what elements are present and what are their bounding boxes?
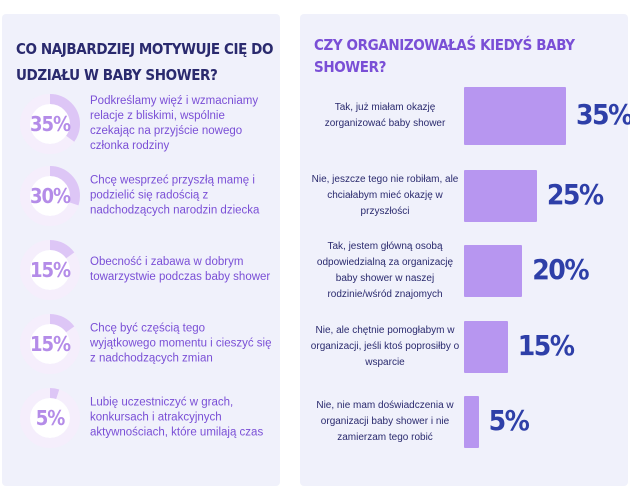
bar-value-label: 15% — [517, 329, 575, 362]
motivation-item: 35% Podkreślamy więź i wzmacniamy relacje… — [20, 94, 280, 154]
donut-percent: 35% — [29, 112, 71, 136]
donut-percent: 15% — [29, 258, 71, 282]
donut-chart — [20, 94, 80, 154]
bar-category-label: Tak, już miałam okazję zorganizować baby… — [324, 102, 446, 129]
donut-arc — [20, 240, 80, 300]
bar-category-label: Nie, ale chętnie pomogłabym w organizacj… — [310, 325, 460, 368]
donut-chart — [20, 314, 80, 374]
motivation-item: 15% Chcę być częścią tego wyjątkowego mom… — [20, 314, 280, 374]
motivation-text: Podkreślamy więź i wzmacniamy relacje z … — [90, 95, 259, 152]
bar-value-label: 5% — [488, 404, 530, 437]
bar — [464, 87, 566, 145]
donut-chart — [20, 240, 80, 300]
donut-chart — [20, 388, 80, 448]
donut-chart — [20, 166, 80, 226]
donut-percent: 15% — [29, 332, 71, 356]
donut-percent: 30% — [29, 184, 71, 208]
donut-center — [30, 250, 70, 290]
motivation-item: 30% Chcę wesprzeć przyszłą mamę i podziel… — [20, 166, 280, 226]
donut-center — [30, 398, 70, 438]
motivation-text: Obecność i zabawa w dobrym towarzystwie … — [90, 256, 271, 283]
bar-value-label: 35% — [576, 98, 630, 131]
motivation-panel: CO NAJBARDZIEJ MOTYWUJE CIĘ DO UDZIAŁU W… — [2, 14, 280, 486]
bar-value-label: 20% — [532, 253, 589, 286]
donut-percent: 5% — [35, 406, 66, 430]
organized-panel: CZY ORGANIZOWAŁAŚ KIEDYŚ BABY SHOWER? Ta… — [300, 14, 630, 486]
donut-arc — [20, 166, 80, 226]
motivation-title: CO NAJBARDZIEJ MOTYWUJE CIĘ DO UDZIAŁU W… — [16, 40, 274, 84]
motivation-text: Lubię uczestniczyć w grach, konkursach i… — [90, 396, 264, 439]
bar — [464, 170, 537, 222]
donut-arc — [20, 314, 80, 374]
bar — [464, 321, 508, 373]
donut-arc — [20, 388, 80, 448]
donut-arc — [20, 94, 80, 154]
donut-center — [30, 324, 70, 364]
bar — [464, 396, 479, 448]
motivation-text: Chcę wesprzeć przyszłą mamę i podzielić … — [90, 174, 260, 217]
motivation-item: 15% Obecność i zabawa w dobrym towarzystw… — [20, 240, 280, 300]
chart-title: CZY ORGANIZOWAŁAŚ KIEDYŚ BABY SHOWER? — [314, 36, 575, 76]
bar-value-label: 25% — [546, 178, 604, 211]
motivation-item: 5% Lubię uczestniczyć w grach, konkursach… — [20, 388, 280, 448]
bar-category-label: Nie, nie mam doświadczenia w organizacji… — [316, 400, 454, 443]
bar-category-label: Tak, jestem główną osobą odpowiedzialną … — [316, 241, 454, 300]
donut-center — [30, 176, 70, 216]
bar — [464, 245, 523, 297]
motivation-text: Chcę być częścią tego wyjątkowego moment… — [90, 322, 272, 365]
donut-center — [30, 104, 70, 144]
bar-category-label: Nie, jeszcze tego nie robiłam, ale chcia… — [311, 174, 459, 217]
